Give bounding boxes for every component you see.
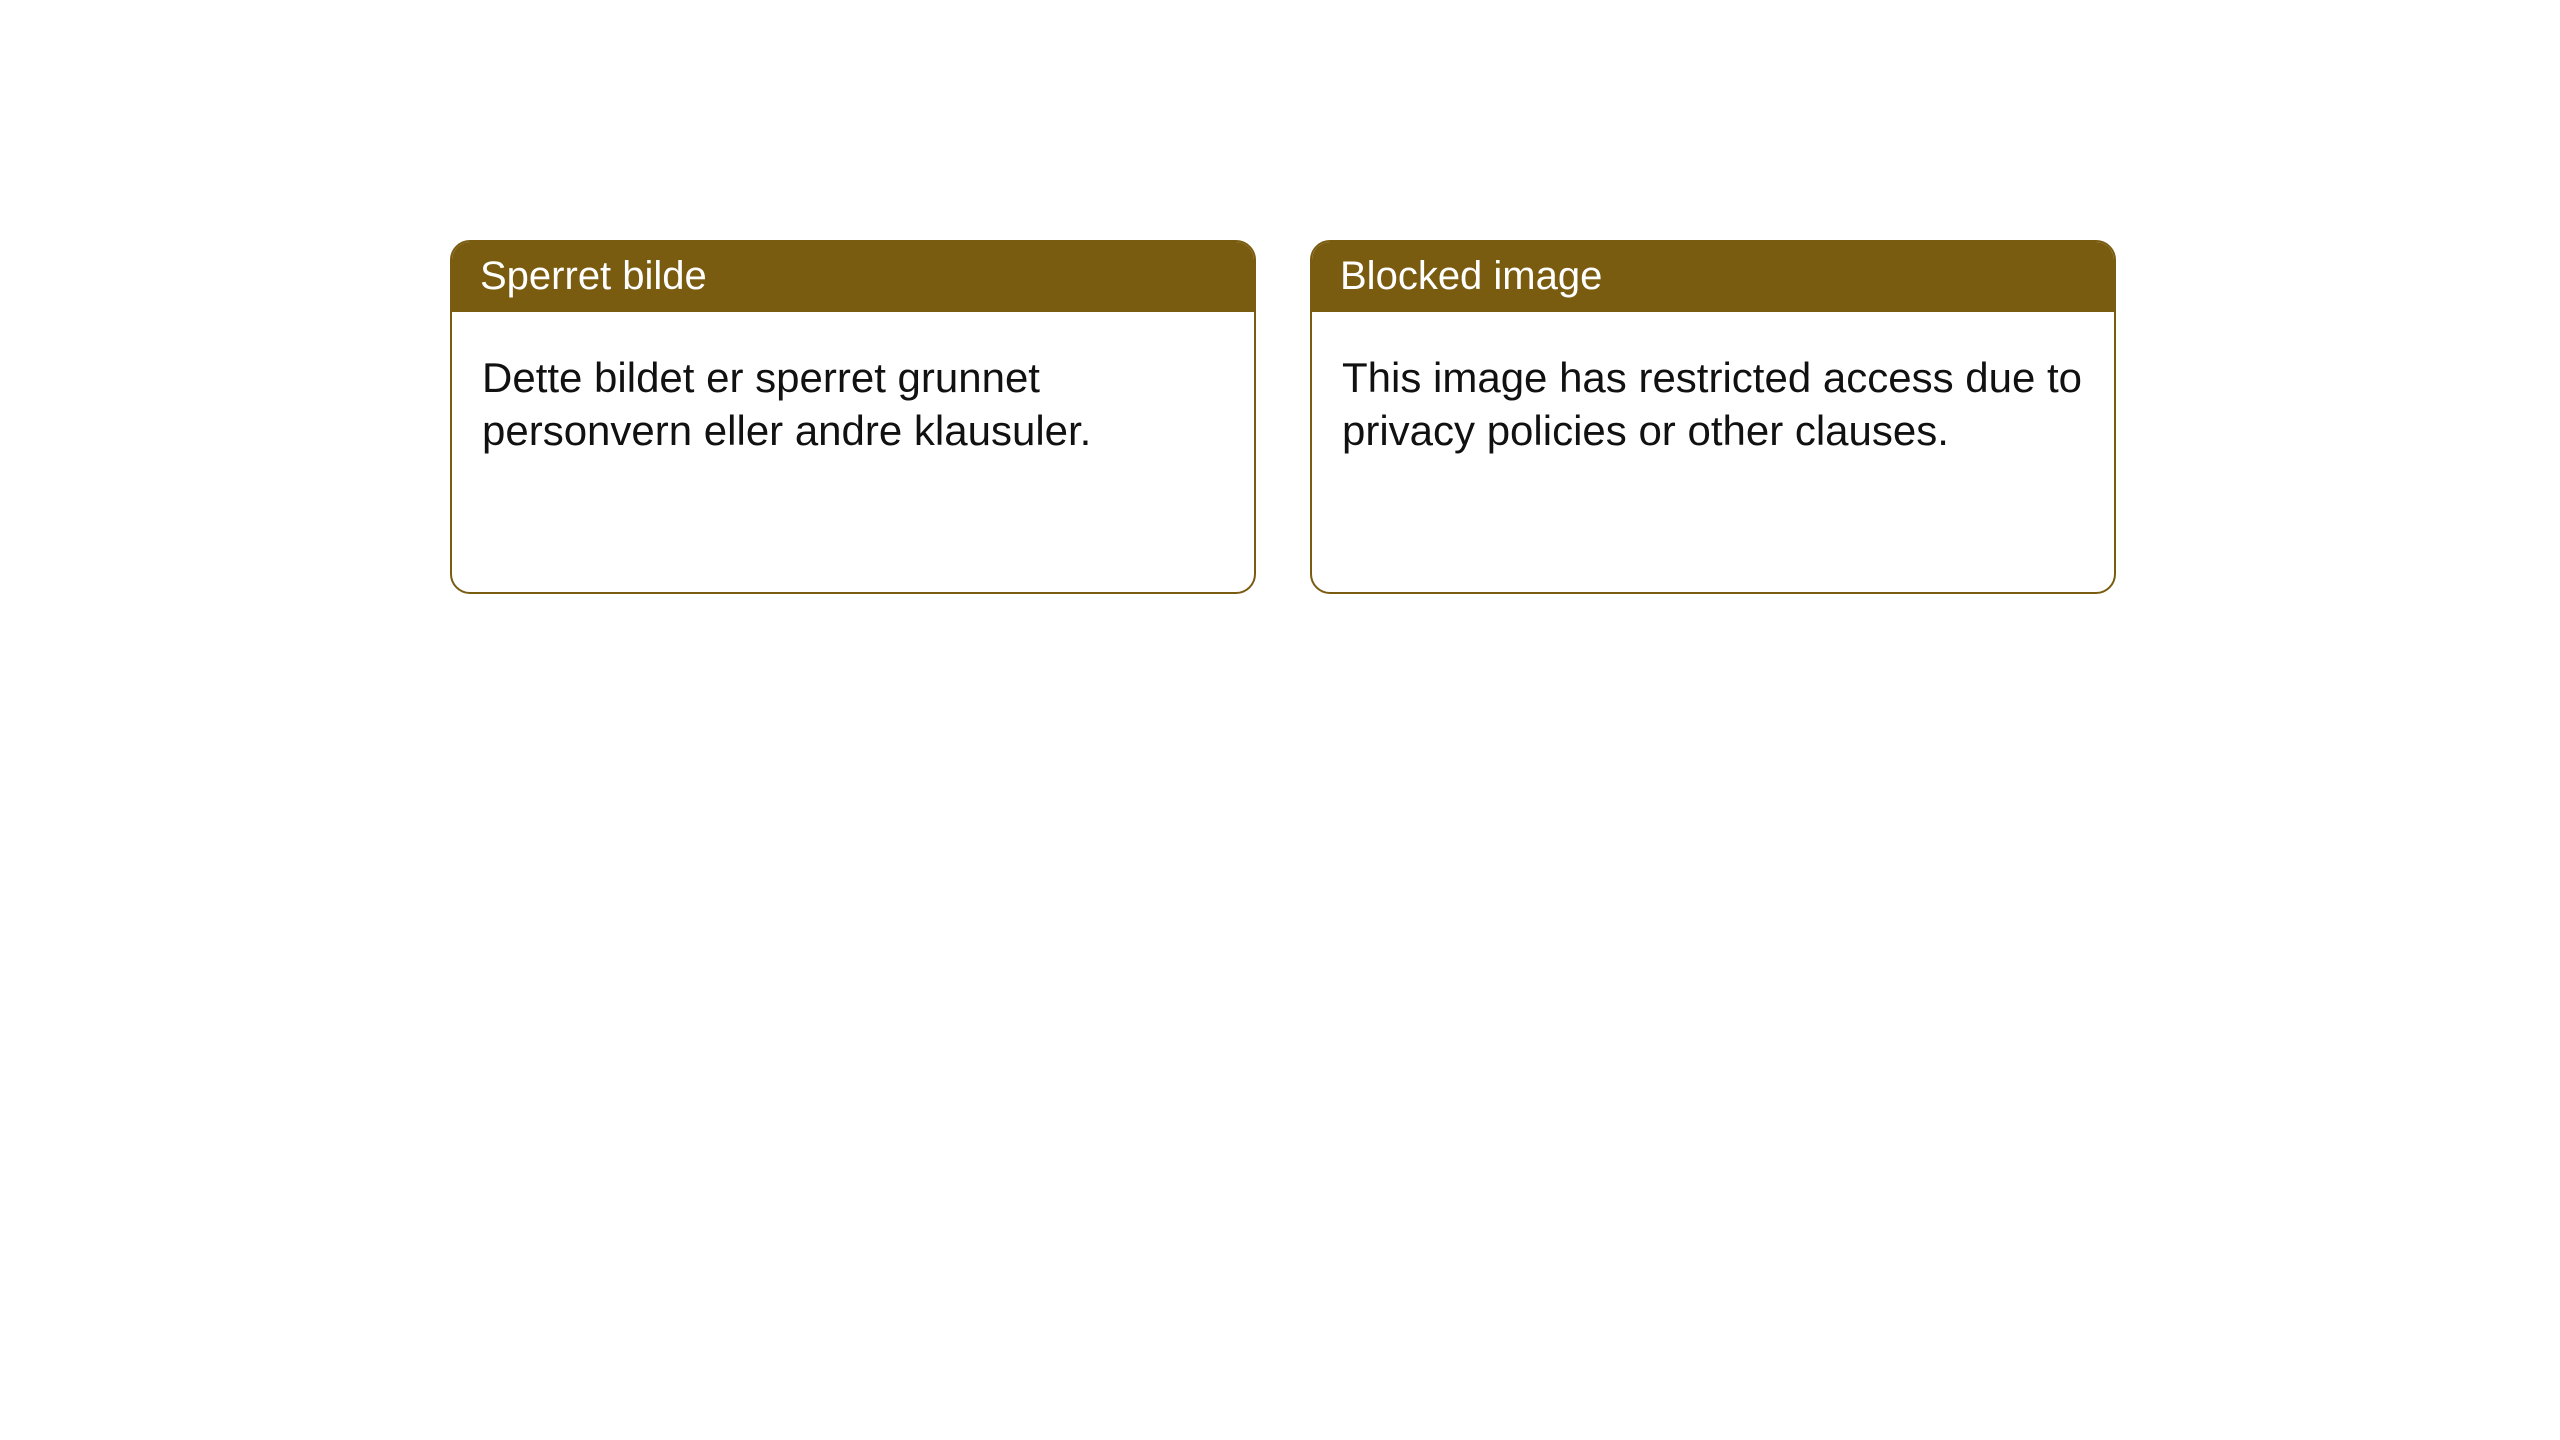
notice-card-norwegian: Sperret bilde Dette bildet er sperret gr… [450,240,1256,594]
notice-card-body: This image has restricted access due to … [1312,312,2114,592]
notice-card-body: Dette bildet er sperret grunnet personve… [452,312,1254,592]
notice-card-header: Sperret bilde [452,242,1254,312]
notice-card-english: Blocked image This image has restricted … [1310,240,2116,594]
notice-card-header: Blocked image [1312,242,2114,312]
notice-cards-row: Sperret bilde Dette bildet er sperret gr… [450,240,2116,594]
